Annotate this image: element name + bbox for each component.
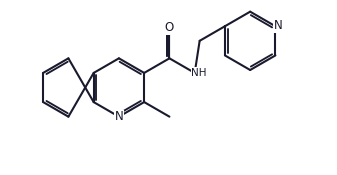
Text: N: N <box>115 110 123 123</box>
Text: O: O <box>165 21 174 34</box>
Text: NH: NH <box>191 68 207 78</box>
Text: N: N <box>274 19 283 32</box>
